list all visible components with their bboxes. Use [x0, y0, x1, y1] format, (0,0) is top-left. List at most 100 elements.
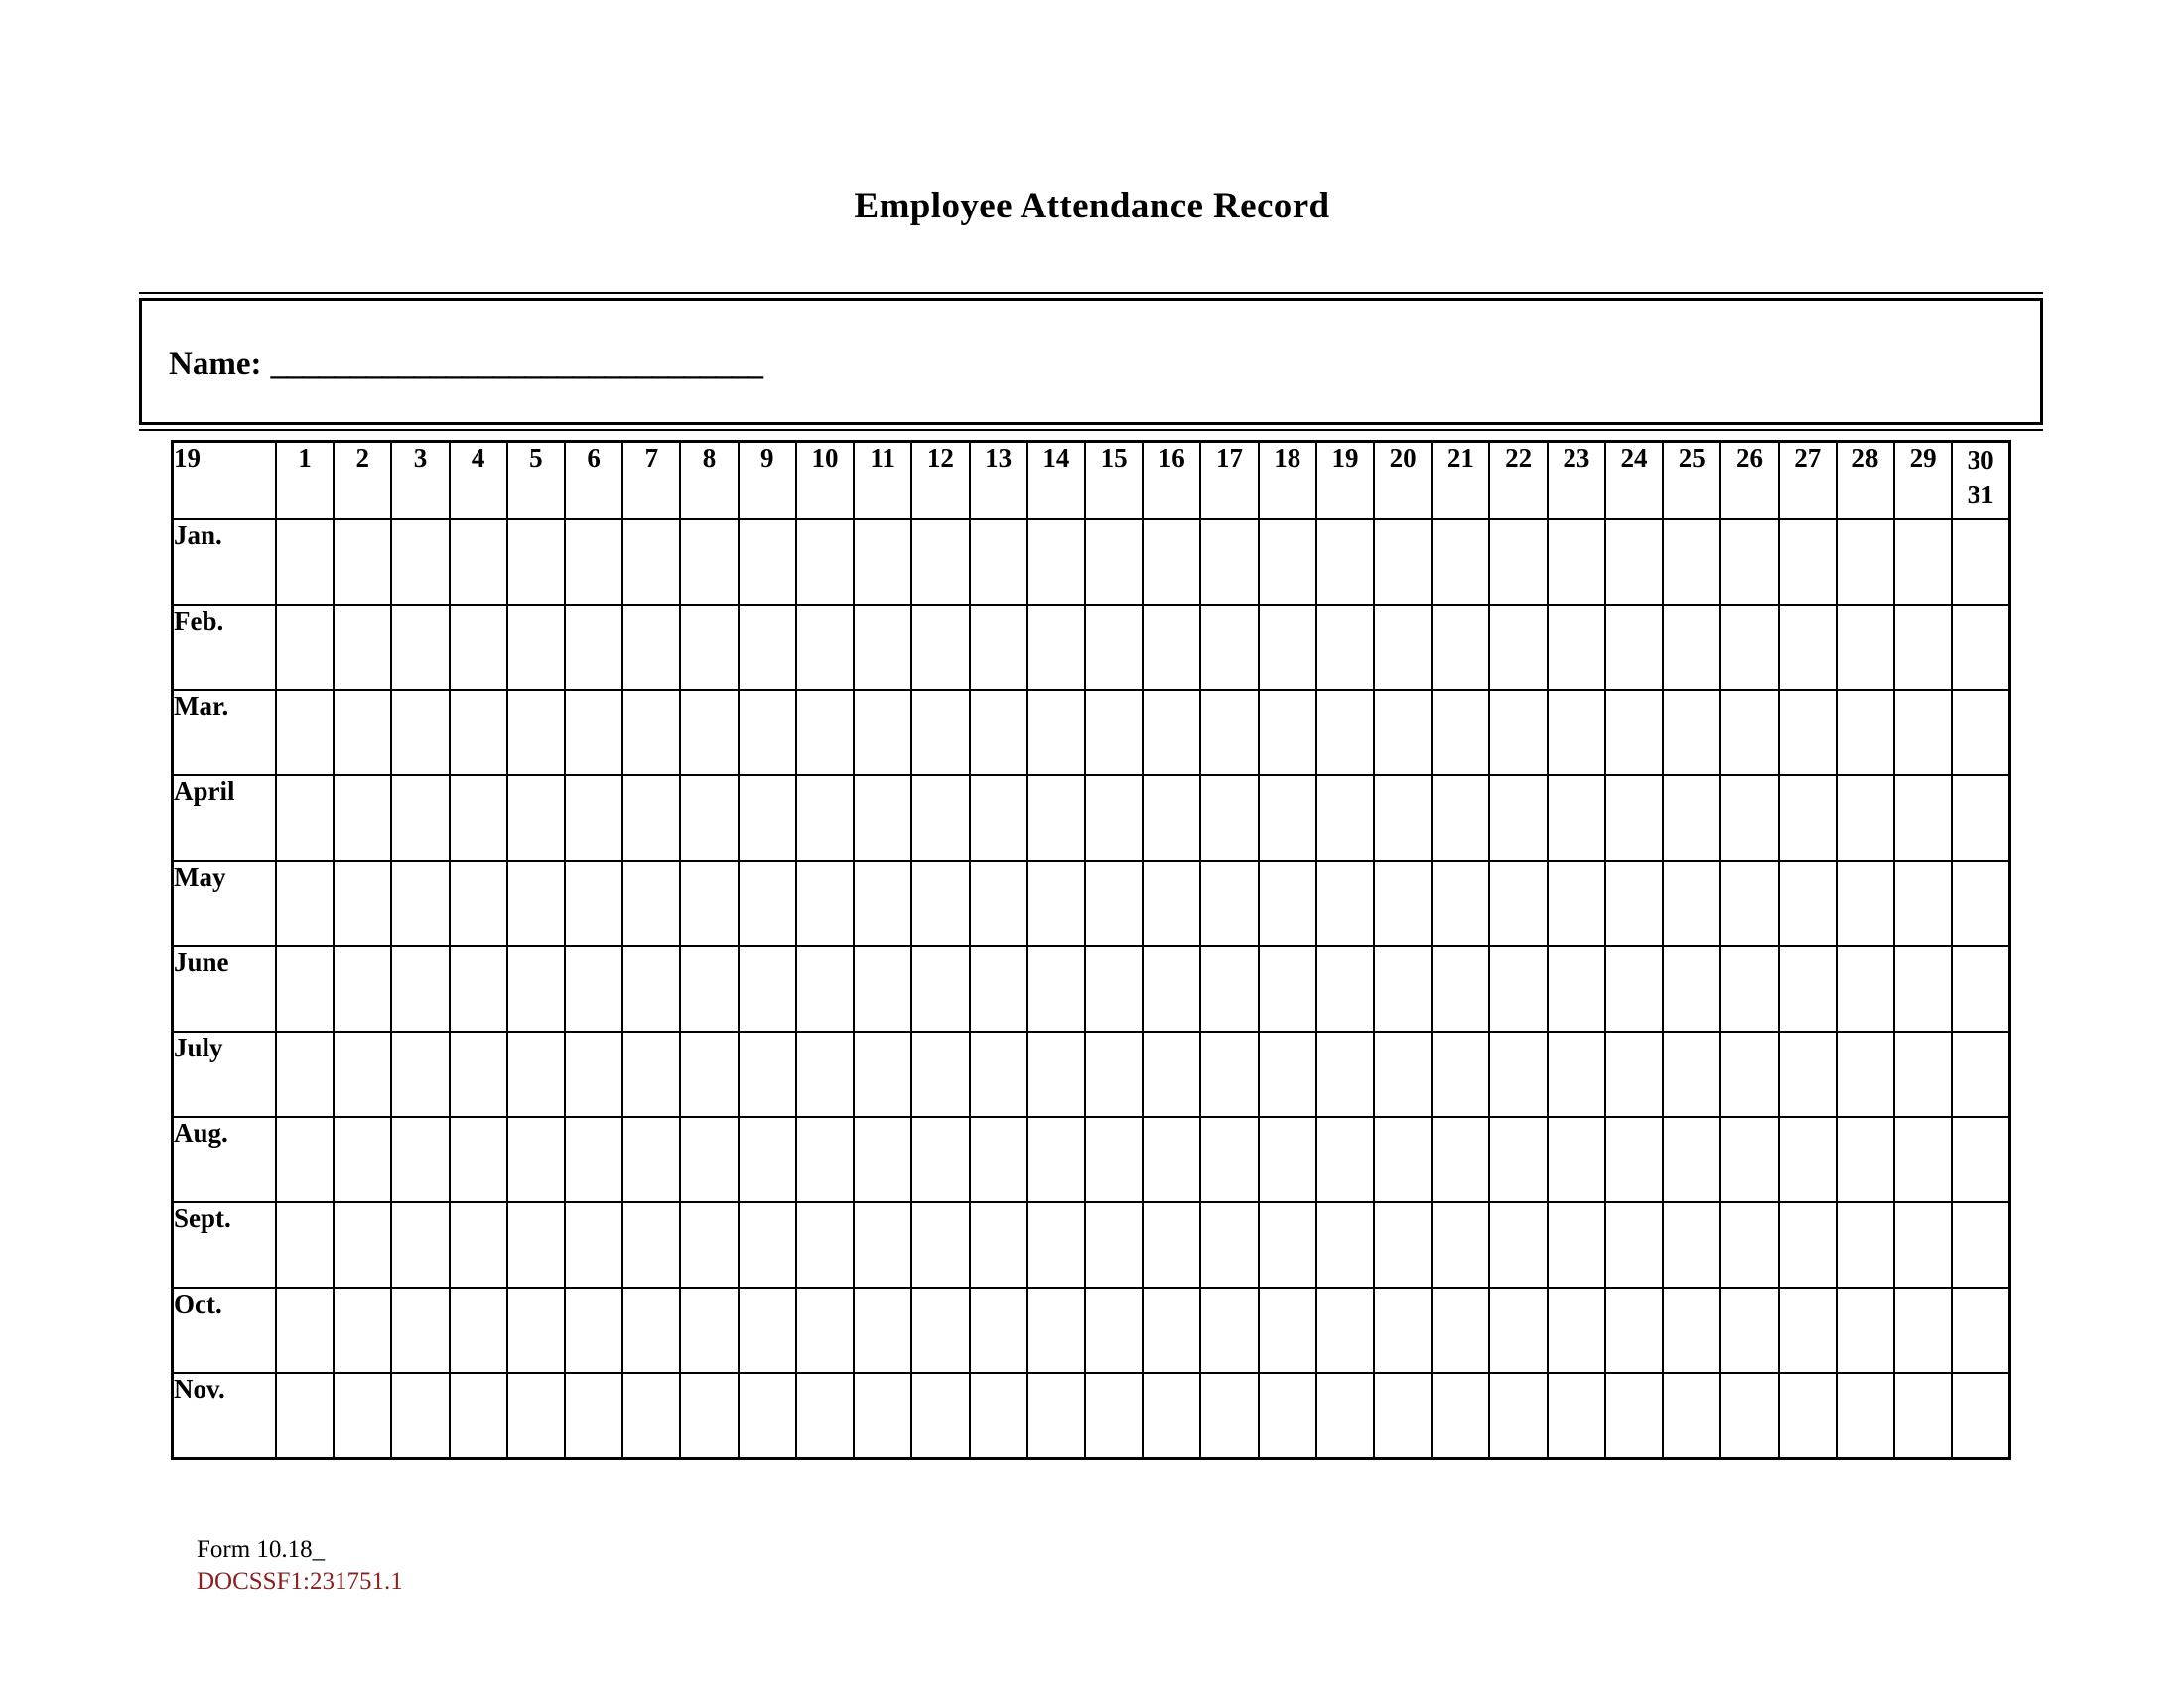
attendance-cell[interactable] — [910, 1371, 971, 1460]
attendance-cell[interactable] — [1257, 1115, 1317, 1203]
attendance-cell[interactable] — [390, 603, 451, 691]
attendance-cell[interactable] — [853, 944, 913, 1033]
attendance-cell[interactable] — [1546, 1286, 1606, 1374]
attendance-cell[interactable] — [274, 774, 336, 862]
attendance-cell[interactable] — [1083, 1200, 1145, 1289]
attendance-cell[interactable] — [1488, 1286, 1549, 1374]
attendance-cell[interactable] — [679, 1286, 740, 1374]
attendance-cell[interactable] — [621, 859, 682, 947]
attendance-cell[interactable] — [1662, 688, 1722, 776]
attendance-cell[interactable] — [968, 1030, 1028, 1118]
attendance-cell[interactable] — [1373, 944, 1433, 1033]
attendance-cell[interactable] — [1662, 1030, 1722, 1118]
attendance-cell[interactable] — [333, 603, 393, 691]
attendance-cell[interactable] — [333, 688, 393, 776]
attendance-cell[interactable] — [1314, 1115, 1376, 1203]
attendance-cell[interactable] — [1083, 1030, 1145, 1118]
attendance-cell[interactable] — [1431, 1371, 1491, 1460]
attendance-cell[interactable] — [1083, 859, 1145, 947]
attendance-cell[interactable] — [390, 1115, 451, 1203]
attendance-cell[interactable] — [853, 1371, 913, 1460]
attendance-cell[interactable] — [1083, 1371, 1145, 1460]
attendance-cell[interactable] — [505, 1115, 566, 1203]
attendance-cell[interactable] — [505, 1371, 566, 1460]
attendance-cell[interactable] — [853, 1286, 913, 1374]
attendance-cell[interactable] — [1603, 1115, 1665, 1203]
attendance-cell[interactable] — [563, 1286, 624, 1374]
attendance-cell[interactable] — [1662, 1200, 1722, 1289]
attendance-cell[interactable] — [1314, 603, 1376, 691]
attendance-cell[interactable] — [1719, 688, 1780, 776]
attendance-cell[interactable] — [679, 688, 740, 776]
attendance-cell[interactable] — [448, 517, 508, 606]
attendance-cell[interactable] — [448, 1030, 508, 1118]
attendance-cell[interactable] — [1603, 1371, 1665, 1460]
attendance-cell[interactable] — [563, 603, 624, 691]
attendance-cell[interactable] — [1142, 1030, 1202, 1118]
attendance-cell[interactable] — [1719, 1286, 1780, 1374]
attendance-cell[interactable] — [621, 603, 682, 691]
attendance-cell[interactable] — [853, 603, 913, 691]
attendance-cell[interactable] — [853, 1115, 913, 1203]
attendance-cell[interactable] — [1199, 1115, 1260, 1203]
attendance-cell[interactable] — [1431, 774, 1491, 862]
attendance-cell[interactable] — [1893, 859, 1954, 947]
attendance-cell[interactable] — [333, 1200, 393, 1289]
attendance-cell[interactable] — [1603, 944, 1665, 1033]
attendance-cell[interactable] — [1257, 1030, 1317, 1118]
attendance-cell[interactable] — [333, 944, 393, 1033]
attendance-cell[interactable] — [1893, 603, 1954, 691]
attendance-cell[interactable] — [1142, 688, 1202, 776]
attendance-cell[interactable] — [1835, 1286, 1896, 1374]
attendance-cell[interactable] — [274, 1030, 336, 1118]
attendance-cell[interactable] — [1025, 944, 1086, 1033]
attendance-cell[interactable] — [1603, 774, 1665, 862]
attendance-cell[interactable] — [505, 603, 566, 691]
attendance-cell[interactable] — [1546, 1115, 1606, 1203]
attendance-cell[interactable] — [1025, 603, 1086, 691]
attendance-cell[interactable] — [1431, 859, 1491, 947]
attendance-cell[interactable] — [968, 688, 1028, 776]
attendance-cell[interactable] — [1199, 1286, 1260, 1374]
attendance-cell[interactable] — [1025, 1030, 1086, 1118]
attendance-cell[interactable] — [1951, 517, 2011, 606]
attendance-cell[interactable] — [1083, 688, 1145, 776]
attendance-cell[interactable] — [1373, 1371, 1433, 1460]
attendance-cell[interactable] — [794, 1286, 856, 1374]
attendance-cell[interactable] — [1373, 1286, 1433, 1374]
attendance-cell[interactable] — [1546, 603, 1606, 691]
attendance-cell[interactable] — [1199, 1371, 1260, 1460]
attendance-cell[interactable] — [1719, 774, 1780, 862]
attendance-cell[interactable] — [274, 603, 336, 691]
attendance-cell[interactable] — [390, 1371, 451, 1460]
attendance-cell[interactable] — [968, 517, 1028, 606]
attendance-cell[interactable] — [333, 859, 393, 947]
attendance-cell[interactable] — [737, 688, 797, 776]
attendance-cell[interactable] — [1662, 517, 1722, 606]
attendance-cell[interactable] — [621, 944, 682, 1033]
attendance-cell[interactable] — [1488, 517, 1549, 606]
attendance-cell[interactable] — [1835, 1115, 1896, 1203]
attendance-cell[interactable] — [1257, 603, 1317, 691]
attendance-cell[interactable] — [1314, 1030, 1376, 1118]
attendance-cell[interactable] — [1199, 859, 1260, 947]
attendance-cell[interactable] — [1257, 1200, 1317, 1289]
attendance-cell[interactable] — [563, 1200, 624, 1289]
attendance-cell[interactable] — [563, 944, 624, 1033]
attendance-cell[interactable] — [1951, 603, 2011, 691]
attendance-cell[interactable] — [910, 688, 971, 776]
attendance-cell[interactable] — [968, 1115, 1028, 1203]
attendance-cell[interactable] — [1719, 1030, 1780, 1118]
attendance-cell[interactable] — [1199, 603, 1260, 691]
attendance-cell[interactable] — [1199, 1200, 1260, 1289]
attendance-cell[interactable] — [1777, 1371, 1838, 1460]
attendance-cell[interactable] — [737, 517, 797, 606]
attendance-cell[interactable] — [737, 1030, 797, 1118]
attendance-cell[interactable] — [274, 1200, 336, 1289]
attendance-cell[interactable] — [1835, 1371, 1896, 1460]
attendance-cell[interactable] — [390, 688, 451, 776]
attendance-cell[interactable] — [1431, 1286, 1491, 1374]
attendance-cell[interactable] — [1025, 1286, 1086, 1374]
attendance-cell[interactable] — [794, 1030, 856, 1118]
attendance-cell[interactable] — [1719, 1115, 1780, 1203]
